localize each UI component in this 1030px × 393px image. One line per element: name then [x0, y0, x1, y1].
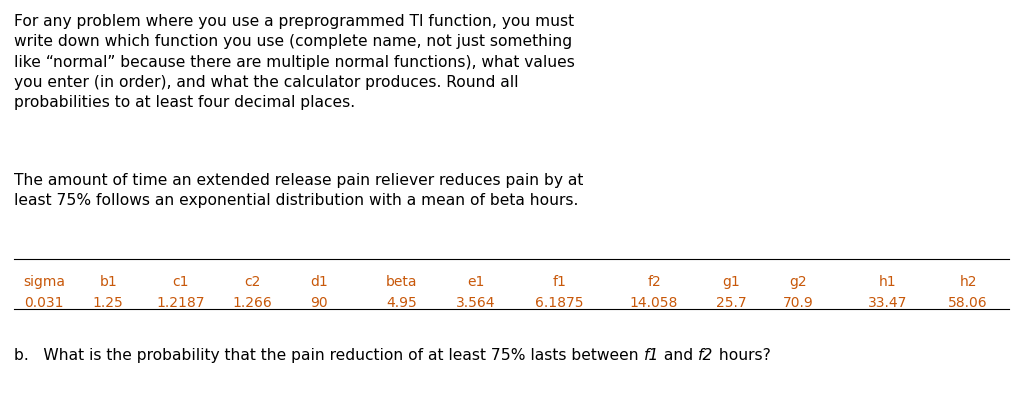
Text: 70.9: 70.9 [783, 296, 814, 310]
Text: g2: g2 [789, 275, 808, 289]
Text: d1: d1 [310, 275, 329, 289]
Text: h2: h2 [960, 275, 976, 289]
Text: 1.266: 1.266 [233, 296, 272, 310]
Text: hours?: hours? [714, 348, 770, 363]
Text: f2: f2 [647, 275, 661, 289]
Text: g1: g1 [722, 275, 741, 289]
Text: sigma: sigma [24, 275, 65, 289]
Text: and: and [659, 348, 698, 363]
Text: e1: e1 [468, 275, 484, 289]
Text: 3.564: 3.564 [456, 296, 495, 310]
Text: 1.25: 1.25 [93, 296, 124, 310]
Text: b.   What is the probability that the pain reduction of at least 75% lasts betwe: b. What is the probability that the pain… [14, 348, 644, 363]
Text: 14.058: 14.058 [630, 296, 678, 310]
Text: 6.1875: 6.1875 [535, 296, 584, 310]
Text: 58.06: 58.06 [949, 296, 988, 310]
Text: beta: beta [386, 275, 417, 289]
Text: f2: f2 [698, 348, 714, 363]
Text: c2: c2 [244, 275, 261, 289]
Text: 33.47: 33.47 [868, 296, 907, 310]
Text: 0.031: 0.031 [25, 296, 64, 310]
Text: f1: f1 [552, 275, 566, 289]
Text: c1: c1 [172, 275, 188, 289]
Text: h1: h1 [879, 275, 897, 289]
Text: 25.7: 25.7 [716, 296, 747, 310]
Text: f1: f1 [644, 348, 659, 363]
Text: 4.95: 4.95 [386, 296, 417, 310]
Text: 1.2187: 1.2187 [156, 296, 205, 310]
Text: For any problem where you use a preprogrammed TI function, you must
write down w: For any problem where you use a preprogr… [14, 14, 576, 110]
Text: The amount of time an extended release pain reliever reduces pain by at
least 75: The amount of time an extended release p… [14, 173, 584, 208]
Text: 90: 90 [310, 296, 329, 310]
Text: b1: b1 [99, 275, 117, 289]
